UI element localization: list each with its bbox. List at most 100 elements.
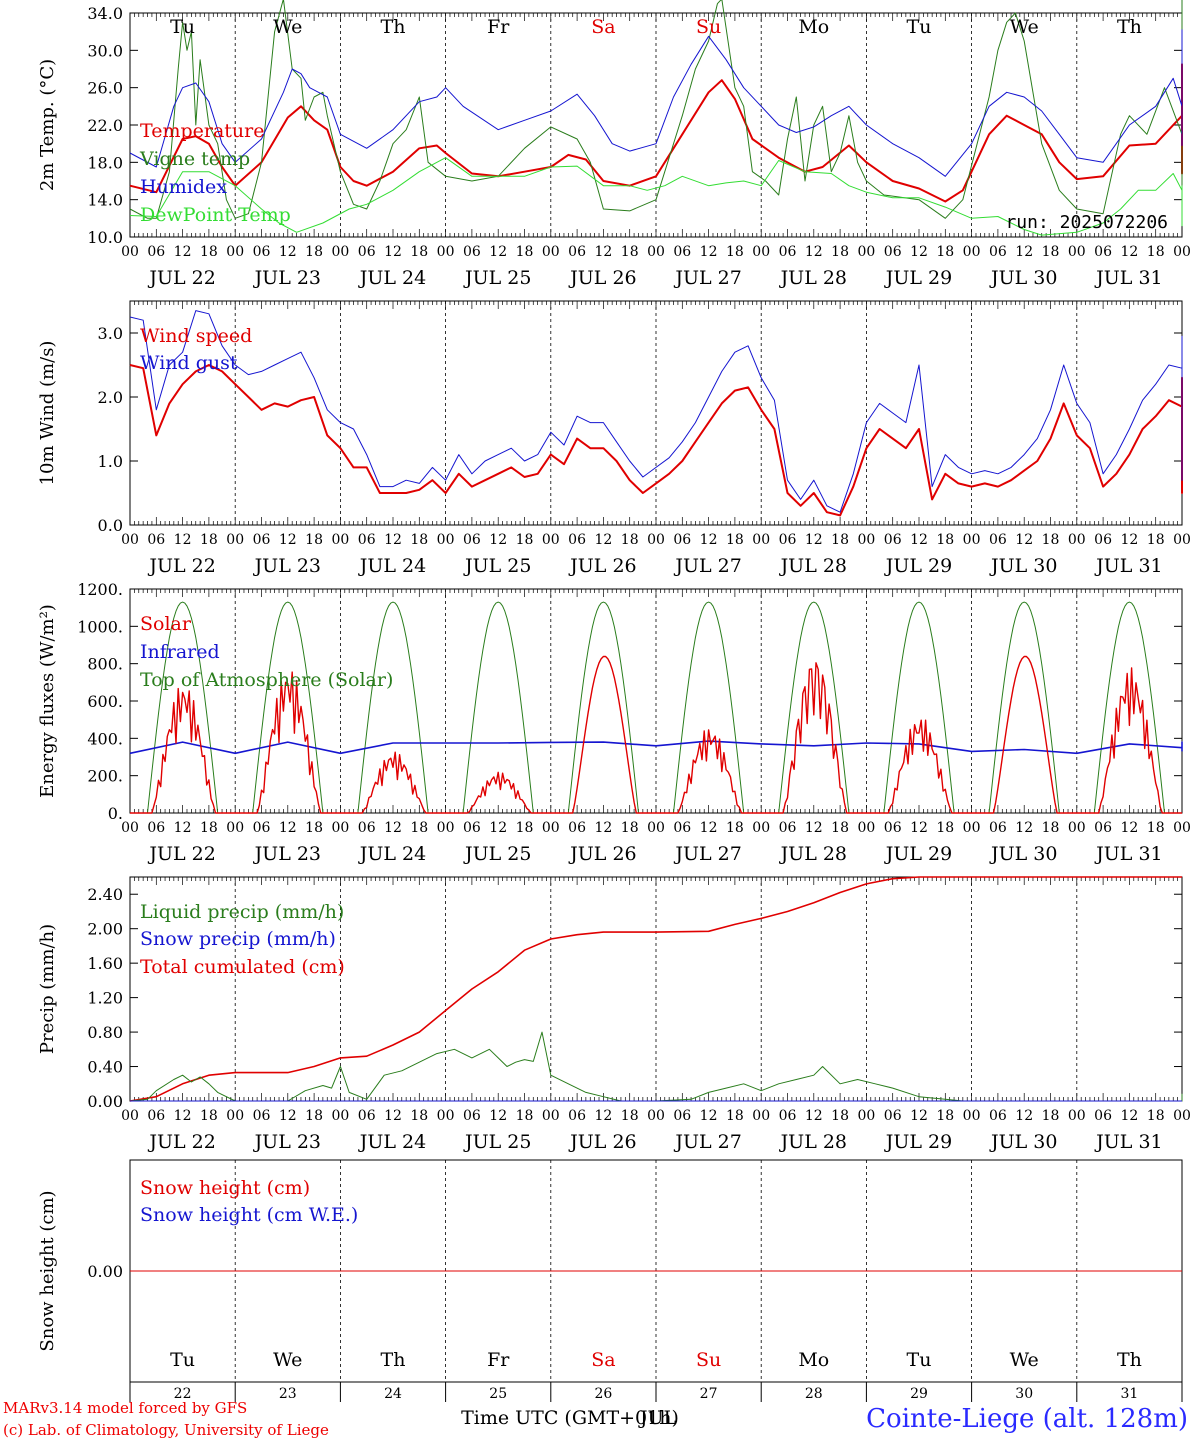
day-name: Th [1117,16,1142,38]
x-date-label: JUL 31 [1094,843,1162,865]
x-hour-label: 06 [358,532,376,548]
day-name: We [1010,1349,1039,1371]
x-hour-label: 00 [857,532,875,548]
x-hour-label: 00 [1173,1108,1191,1124]
y-tick-label: 30.0 [87,41,123,60]
y-tick-label: 1200. [77,580,123,599]
legend-entry: Wind gust [140,352,238,374]
x-hour-label: 00 [752,244,770,260]
x-hour-label: 12 [910,532,928,548]
legend-entry: Infrared [140,641,220,663]
y-tick-label: 14.0 [87,191,123,210]
day-name: We [273,1349,302,1371]
x-date-label: JUL 30 [989,1131,1057,1153]
x-hour-label: 00 [752,532,770,548]
x-hour-label: 12 [489,244,507,260]
x-date-label: JUL 24 [358,267,426,289]
x-hour-label: 18 [305,1108,323,1124]
x-date-label: JUL 22 [147,843,215,865]
x-hour-label: 18 [936,820,954,836]
x-date-label: JUL 26 [568,1131,636,1153]
x-hour-label: 06 [253,1108,271,1124]
x-hour-label: 12 [1015,820,1033,836]
y-tick-label: 1000. [77,617,123,636]
x-hour-label: 06 [884,1108,902,1124]
legend-entry: Liquid precip (mm/h) [140,901,344,923]
x-hour-label: 06 [673,1108,691,1124]
x-date-label: JUL 25 [463,267,531,289]
series-line [129,740,1183,755]
x-hour-label: 00 [1068,820,1086,836]
legend-entry: Top of Atmosphere (Solar) [140,669,393,691]
x-hour-label: 06 [779,1108,797,1124]
x-hour-label: 06 [989,820,1007,836]
day-number: 24 [384,1386,402,1402]
x-hour-label: 18 [621,820,639,836]
x-date-label: JUL 26 [568,267,636,289]
day-name: Mo [798,1349,829,1371]
day-name: Th [1117,1349,1142,1371]
x-axis-label-overprint: JUL [638,1407,677,1429]
day-name: Fr [487,1349,510,1371]
x-hour-label: 00 [437,532,455,548]
x-date-label: JUL 23 [253,555,321,577]
day-number: 29 [910,1386,928,1402]
day-name: We [273,16,302,38]
x-date-label: JUL 22 [147,267,215,289]
x-hour-label: 18 [305,532,323,548]
x-date-label: JUL 27 [673,555,741,577]
x-hour-label: 00 [1068,532,1086,548]
x-hour-label: 06 [463,1108,481,1124]
x-hour-label: 06 [1094,820,1112,836]
legend-entry: Vigne temp [139,148,250,170]
x-hour-label: 12 [1120,820,1138,836]
x-hour-label: 18 [200,1108,218,1124]
x-date-label: JUL 27 [673,843,741,865]
x-hour-label: 00 [857,1108,875,1124]
x-hour-label: 00 [963,244,981,260]
y-axis-label: Energy fluxes (W/m²) [37,604,58,798]
day-name: Su [696,16,721,38]
x-hour-label: 06 [673,820,691,836]
day-name: Th [381,1349,406,1371]
day-number: 23 [279,1386,297,1402]
y-tick-label: 26.0 [87,79,123,98]
x-hour-label: 06 [147,532,165,548]
series-line [129,1031,1183,1102]
legend-entry: Temperature [140,120,264,142]
x-hour-label: 06 [884,820,902,836]
x-hour-label: 00 [1173,244,1191,260]
x-hour-label: 18 [200,244,218,260]
x-hour-label: 12 [700,1108,718,1124]
x-hour-label: 12 [279,820,297,836]
x-hour-label: 00 [647,1108,665,1124]
y-tick-label: 0.00 [87,1092,123,1111]
x-hour-label: 12 [279,532,297,548]
x-hour-label: 06 [779,820,797,836]
x-date-label: JUL 29 [884,555,952,577]
x-hour-label: 00 [647,820,665,836]
y-tick-label: 2.0 [98,388,123,407]
x-hour-label: 12 [805,532,823,548]
x-date-label: JUL 30 [989,843,1057,865]
plot-frame [129,300,1183,526]
x-hour-label: 06 [253,244,271,260]
x-hour-label: 18 [726,244,744,260]
x-hour-label: 00 [963,532,981,548]
x-hour-label: 00 [226,532,244,548]
x-hour-label: 00 [437,244,455,260]
x-hour-label: 06 [779,532,797,548]
x-hour-label: 06 [989,532,1007,548]
x-hour-label: 06 [147,820,165,836]
x-hour-label: 12 [594,244,612,260]
x-date-label: JUL 26 [568,555,636,577]
x-date-label: JUL 22 [147,1131,215,1153]
x-date-label: JUL 23 [253,1131,321,1153]
x-hour-label: 00 [121,532,139,548]
legend-entry: Snow precip (mm/h) [140,928,336,950]
x-hour-label: 12 [1120,1108,1138,1124]
x-hour-label: 12 [174,820,192,836]
x-hour-label: 12 [279,244,297,260]
day-name: Tu [907,16,932,38]
day-number: 28 [805,1386,823,1402]
